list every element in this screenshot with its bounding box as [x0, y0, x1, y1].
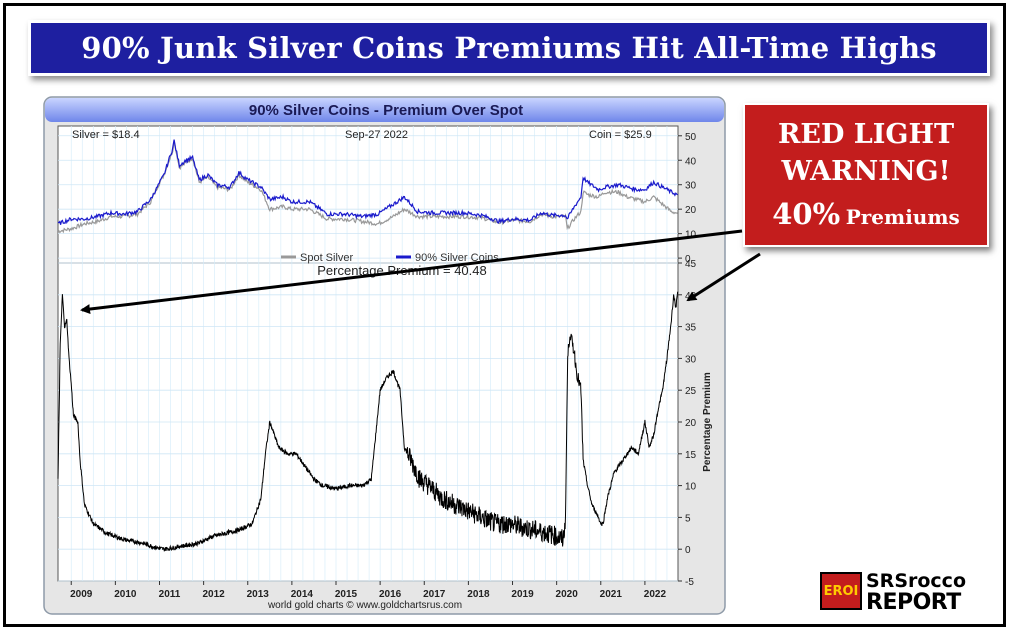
top-y-tick-label: 30 — [685, 181, 697, 192]
info-silver: Silver = $18.4 — [72, 129, 140, 141]
warning-line3: 40% Premiums — [745, 197, 987, 231]
eroi-badge-icon: EROI — [820, 572, 862, 610]
x-tick-label: 2009 — [70, 589, 93, 600]
srsrocco-logo: EROI SRSrocco REPORT — [820, 570, 990, 615]
bottom-y-tick-label: -5 — [685, 577, 694, 588]
top-y-tick-label: 40 — [685, 156, 697, 167]
top-y-tick-label: 0 — [685, 254, 691, 265]
top-plot-area — [57, 125, 679, 264]
x-tick-label: 2017 — [423, 589, 446, 600]
bottom-y-tick-label: 10 — [685, 482, 697, 493]
headline-title: 90% Junk Silver Coins Premiums Hit All-T… — [81, 31, 937, 65]
top-series-lines — [57, 139, 678, 234]
top-y-tick-label: 50 — [685, 132, 697, 143]
logo-line1: SRSrocco — [866, 570, 967, 592]
info-date: Sep-27 2022 — [345, 129, 408, 141]
x-tick-label: 2020 — [556, 589, 579, 600]
x-tick-label: 2012 — [202, 589, 225, 600]
warning-line1: RED LIGHT — [777, 119, 955, 150]
x-tick-label: 2019 — [511, 589, 534, 600]
legend-coin-label: 90% Silver Coins — [415, 252, 499, 264]
top-y-ticks: 0 10 20 30 40 50 — [678, 132, 697, 265]
info-coin: Coin = $25.9 — [589, 129, 652, 141]
bottom-y-tick-label: 15 — [685, 450, 697, 461]
x-tick-label: 2021 — [600, 589, 623, 600]
legend-spot-label: Spot Silver — [300, 252, 354, 264]
x-tick-label: 2010 — [114, 589, 137, 600]
chart-header-title: 90% Silver Coins - Premium Over Spot — [249, 102, 523, 119]
arrow-to-2022-peak — [686, 252, 761, 302]
x-tick-label: 2013 — [247, 589, 270, 600]
bottom-grid — [58, 262, 678, 582]
x-tick-label: 2022 — [644, 589, 667, 600]
x-tick-label: 2016 — [379, 589, 402, 600]
warning-premiums: Premiums — [845, 205, 960, 229]
top-y-tick-label: 20 — [685, 205, 697, 216]
bottom-series-lines — [57, 291, 679, 552]
bottom-y-tick-label: 30 — [685, 354, 697, 365]
x-tick-label: 2011 — [159, 589, 181, 600]
logo-line2: REPORT — [866, 590, 961, 615]
headline-banner: 90% Junk Silver Coins Premiums Hit All-T… — [28, 20, 990, 76]
x-tick-label: 2018 — [467, 589, 490, 600]
coin-price-line — [57, 139, 678, 225]
top-y-tick-label: 10 — [685, 230, 697, 241]
bottom-y-tick-label: 0 — [685, 545, 691, 556]
source-credit: world gold charts © www.goldchartsrus.co… — [267, 600, 462, 611]
warning-percent: 40% — [772, 197, 841, 231]
bottom-y-tick-label: 35 — [685, 323, 697, 334]
bottom-y-tick-label: 5 — [685, 513, 691, 524]
x-tick-label: 2015 — [335, 589, 358, 600]
bottom-y-tick-label: 20 — [685, 418, 697, 429]
arrow-to-2009-peak — [80, 229, 743, 315]
y-axis-label: Percentage Premium — [702, 372, 713, 472]
bottom-y-tick-label: 25 — [685, 386, 697, 397]
x-ticks: 2009 2010 2011 2012 2013 2014 2015 2016 2017 2018… — [70, 581, 666, 600]
chart-header-bar — [45, 98, 724, 122]
bottom-y-tick-label: 45 — [685, 259, 697, 270]
red-light-warning-box: RED LIGHT WARNING! 40% Premiums — [743, 103, 989, 247]
premium-line — [57, 291, 679, 552]
warning-line2: WARNING! — [781, 156, 951, 187]
x-tick-label: 2014 — [291, 589, 314, 600]
